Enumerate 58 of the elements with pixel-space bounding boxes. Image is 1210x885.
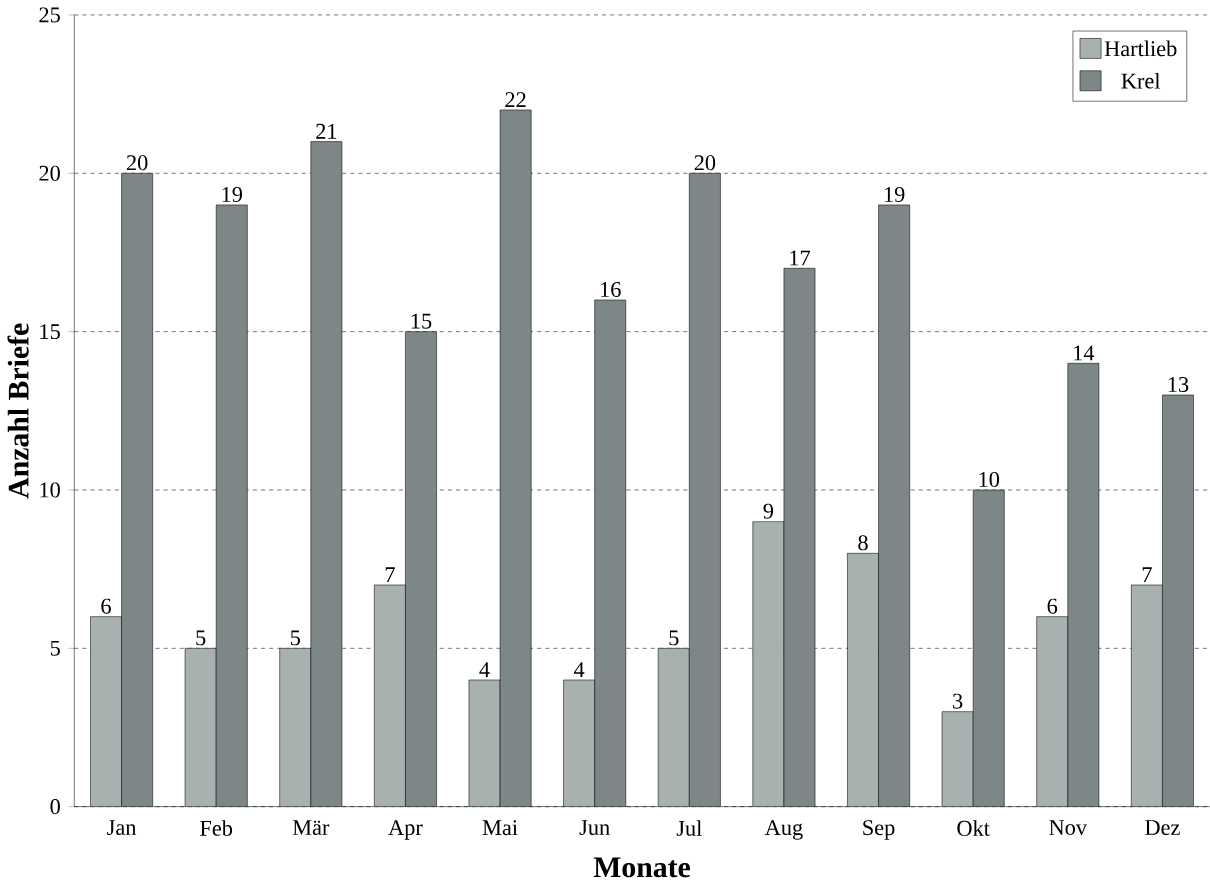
x-tick-label: Jun	[579, 820, 610, 836]
y-tick-label: 25	[39, 7, 60, 23]
data-label: 9	[763, 503, 774, 519]
data-label: 4	[479, 662, 490, 678]
data-label: 5	[196, 630, 206, 646]
data-label: 22	[505, 92, 526, 108]
y-tick-label: 20	[39, 165, 60, 181]
data-label: 19	[884, 187, 905, 203]
data-label: 13	[1168, 377, 1189, 393]
data-label: 5	[290, 630, 300, 646]
x-tick-label: Sep	[863, 820, 895, 840]
data-label: 6	[1047, 598, 1058, 614]
y-axis-title: Anzahl Briefe	[7, 323, 29, 499]
data-label: 8	[858, 535, 868, 551]
data-label: 3	[953, 693, 963, 709]
legend-label: Krel	[1121, 72, 1161, 89]
x-tick-label: Jan	[107, 820, 137, 836]
data-label: 7	[385, 567, 395, 583]
bar	[563, 680, 595, 807]
data-label: 17	[790, 250, 811, 266]
data-label: 4	[573, 662, 585, 678]
x-tick-label: Nov	[1049, 820, 1088, 836]
y-tick-label: 10	[40, 482, 60, 498]
x-tick-label: Apr	[388, 820, 423, 840]
data-label: 20	[694, 155, 716, 171]
bar	[1036, 616, 1068, 807]
data-label: 19	[222, 187, 243, 203]
data-label: 14	[1074, 345, 1095, 361]
bar	[468, 680, 501, 807]
bar	[658, 648, 690, 807]
legend-label: Hartlieb	[1104, 40, 1177, 57]
bar	[374, 585, 406, 807]
bar	[847, 553, 879, 807]
data-label: 5	[669, 630, 679, 646]
bar	[279, 648, 311, 807]
x-tick-label: Okt	[957, 820, 990, 836]
x-tick-label: Aug	[764, 820, 803, 840]
bar	[185, 648, 217, 807]
data-label: 7	[1142, 567, 1152, 583]
x-tick-label: Feb	[200, 820, 233, 836]
y-tick-label: 15	[40, 324, 60, 340]
data-label: 6	[101, 598, 111, 614]
bar	[90, 616, 122, 807]
bar	[1131, 584, 1163, 807]
x-tick-label: Dez	[1145, 820, 1180, 836]
data-label: 15	[411, 313, 432, 329]
x-tick-label: Jul	[676, 820, 702, 836]
y-tick-label: 5	[50, 640, 60, 656]
data-label: 21	[316, 123, 337, 139]
data-label: 10	[979, 472, 1000, 488]
data-label: 16	[601, 282, 621, 298]
bar	[942, 711, 974, 807]
x-tick-label: Mär	[292, 820, 330, 836]
data-label: 20	[126, 155, 148, 171]
x-axis-title: Monate	[593, 857, 690, 878]
x-tick-label: Mai	[482, 820, 518, 836]
y-tick-label: 0	[50, 799, 60, 815]
bar	[752, 521, 784, 807]
